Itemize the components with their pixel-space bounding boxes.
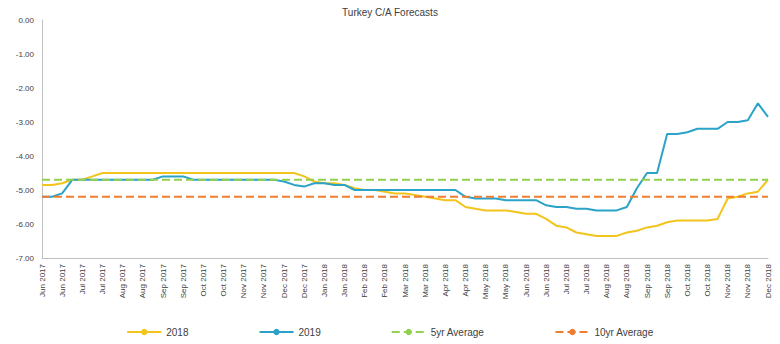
svg-text:Aug 2017: Aug 2017 <box>138 263 147 298</box>
svg-text:May 2018: May 2018 <box>501 263 510 299</box>
svg-text:5yr Average: 5yr Average <box>431 327 485 338</box>
svg-text:Jun 2017: Jun 2017 <box>38 263 47 296</box>
svg-text:2019: 2019 <box>298 327 321 338</box>
svg-text:Jul 2017: Jul 2017 <box>98 263 107 294</box>
svg-text:Jan 2018: Jan 2018 <box>320 263 329 296</box>
svg-text:0.00: 0.00 <box>18 16 34 25</box>
svg-text:Aug 2018: Aug 2018 <box>622 263 631 298</box>
svg-text:Oct 2018: Oct 2018 <box>703 263 712 296</box>
svg-text:Turkey C/A Forecasts: Turkey C/A Forecasts <box>342 7 438 18</box>
svg-text:Oct 2017: Oct 2017 <box>219 263 228 296</box>
svg-text:Mar 2018: Mar 2018 <box>401 263 410 297</box>
svg-text:Jul 2018: Jul 2018 <box>582 263 591 294</box>
svg-text:Nov 2017: Nov 2017 <box>239 263 248 298</box>
svg-text:Sep 2018: Sep 2018 <box>663 263 672 298</box>
svg-text:Sep 2017: Sep 2017 <box>179 263 188 298</box>
svg-text:Dec 2017: Dec 2017 <box>300 263 309 298</box>
svg-text:Dec 2017: Dec 2017 <box>280 263 289 298</box>
svg-text:Nov 2017: Nov 2017 <box>259 263 268 298</box>
svg-text:-6.00: -6.00 <box>16 220 35 229</box>
svg-text:-5.00: -5.00 <box>16 186 35 195</box>
svg-text:-2.00: -2.00 <box>16 84 35 93</box>
svg-text:-3.00: -3.00 <box>16 118 35 127</box>
svg-text:Jun 2017: Jun 2017 <box>58 263 67 296</box>
svg-text:Oct 2017: Oct 2017 <box>199 263 208 296</box>
svg-text:Sep 2017: Sep 2017 <box>159 263 168 298</box>
svg-text:Mar 2018: Mar 2018 <box>421 263 430 297</box>
svg-text:Jun 2018: Jun 2018 <box>522 263 531 296</box>
svg-text:2018: 2018 <box>166 327 189 338</box>
svg-text:May 2018: May 2018 <box>481 263 490 299</box>
svg-text:Nov 2018: Nov 2018 <box>743 263 752 298</box>
svg-text:Feb 2018: Feb 2018 <box>380 263 389 297</box>
svg-text:Oct 2018: Oct 2018 <box>683 263 692 296</box>
svg-text:Jul 2018: Jul 2018 <box>562 263 571 294</box>
svg-text:Jan 2018: Jan 2018 <box>340 263 349 296</box>
svg-text:-7.00: -7.00 <box>16 254 35 263</box>
svg-text:Apr 2018: Apr 2018 <box>441 263 450 296</box>
svg-text:-4.00: -4.00 <box>16 152 35 161</box>
svg-text:Dec 2018: Dec 2018 <box>764 263 773 298</box>
svg-text:Sep 2018: Sep 2018 <box>643 263 652 298</box>
svg-text:Feb 2018: Feb 2018 <box>360 263 369 297</box>
svg-text:Nov 2018: Nov 2018 <box>723 263 732 298</box>
svg-text:Aug 2017: Aug 2017 <box>118 263 127 298</box>
svg-text:-1.00: -1.00 <box>16 50 35 59</box>
svg-text:Apr 2018: Apr 2018 <box>461 263 470 296</box>
svg-text:Jul 2017: Jul 2017 <box>78 263 87 294</box>
svg-text:10yr Average: 10yr Average <box>594 327 653 338</box>
svg-text:Jun 2018: Jun 2018 <box>542 263 551 296</box>
svg-text:Aug 2018: Aug 2018 <box>602 263 611 298</box>
